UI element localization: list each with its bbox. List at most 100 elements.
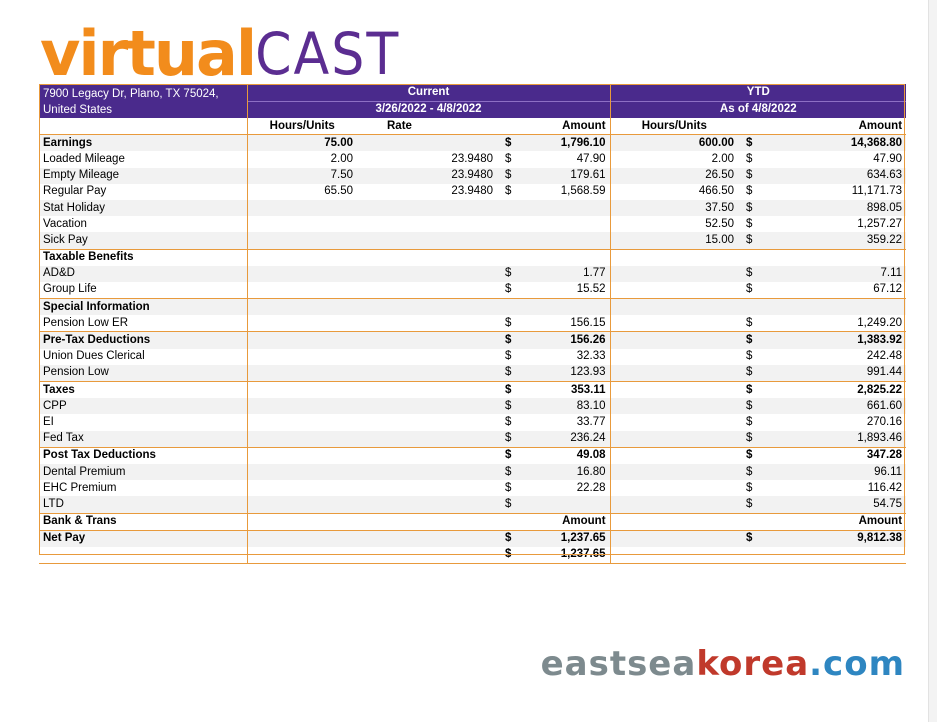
cell-ytd-amount: 9,812.38 bbox=[768, 529, 907, 547]
cell-cur-hours: 65.50 bbox=[246, 183, 357, 200]
table-row: Dental Premium $16.80 $96.11 bbox=[39, 463, 907, 481]
cell-ytd-hours: 52.50 bbox=[609, 216, 739, 233]
cell-ytd-dollar: $ bbox=[746, 283, 753, 296]
cell-rate bbox=[357, 232, 497, 249]
table-row: Empty Mileage 7.50 23.9480 $179.61 26.50 $634… bbox=[39, 167, 907, 184]
cell-ytd-hours bbox=[609, 496, 739, 513]
cell-ytd-dollar: $ bbox=[738, 364, 769, 382]
cell-cur-amount: 22.28 bbox=[576, 481, 606, 494]
cell-rate bbox=[357, 512, 497, 531]
cell-ytd-amount: 7.11 bbox=[768, 265, 907, 282]
cell-cur-hours bbox=[246, 480, 357, 497]
cell-ytd-hours bbox=[609, 480, 739, 497]
cell-ytd-hours bbox=[609, 381, 739, 399]
cell-cur-hours bbox=[246, 315, 357, 332]
cell-cur-hours bbox=[246, 364, 357, 382]
cell-ytd-hours: 37.50 bbox=[609, 199, 739, 217]
pay-stub-rows: Earnings 75.00 $1,796.10 600.00 $14,368.80 Lo… bbox=[39, 134, 907, 565]
cell-ytd-dollar bbox=[738, 298, 769, 316]
cell-label: Pre-Tax Deductions bbox=[39, 331, 247, 349]
table-row: LTD $ $54.75 bbox=[39, 496, 907, 513]
cell-ytd-hours bbox=[609, 331, 739, 349]
cell-label: Dental Premium bbox=[39, 463, 247, 481]
cell-ytd-amount: 1,893.46 bbox=[768, 430, 907, 448]
cell-rate bbox=[357, 282, 497, 299]
cell-cur-hours bbox=[246, 265, 357, 282]
cell-ytd-amount: 54.75 bbox=[768, 496, 907, 513]
cell-ytd-amount: 242.48 bbox=[866, 350, 903, 363]
cell-cur-amount: 83.10 bbox=[527, 398, 611, 415]
cell-ytd-hours bbox=[609, 463, 739, 481]
cell-ytd-hours bbox=[609, 281, 739, 299]
col-ytd-hours-units: Hours/Units bbox=[609, 118, 739, 135]
cell-cur-dollar: $ bbox=[505, 415, 512, 428]
cell-cur-hours bbox=[246, 398, 357, 415]
cell-cur-amount: 179.61 bbox=[527, 167, 611, 184]
cell-cur-hours bbox=[246, 248, 357, 266]
pay-stub-table: 7900 Legacy Dr, Plano, TX 75024, United … bbox=[39, 84, 907, 565]
cell-label: Special Information bbox=[39, 298, 247, 316]
cell-ytd-dollar: $ bbox=[738, 430, 769, 448]
cell-ytd-dollar: $ bbox=[746, 152, 753, 165]
col-hours-units: Hours/Units bbox=[246, 118, 357, 135]
logo-text-cast: CAST bbox=[255, 20, 401, 88]
cell-ytd-amount: 1,257.27 bbox=[857, 217, 903, 230]
cell-ytd-hours bbox=[609, 248, 739, 266]
cell-rate: 23.9480 bbox=[451, 152, 493, 165]
cell-ytd-amount bbox=[768, 546, 907, 565]
cell-ytd-dollar: $ bbox=[746, 316, 753, 329]
cell-ytd-amount: 1,249.20 bbox=[857, 316, 903, 329]
cell-ytd-amount: 661.60 bbox=[768, 398, 907, 415]
cell-label: Earnings bbox=[39, 134, 247, 152]
cell-ytd-hours: 600.00 bbox=[609, 134, 739, 152]
cell-ytd-dollar: $ bbox=[738, 232, 769, 249]
cell-ytd-amount: 347.28 bbox=[768, 446, 907, 464]
cell-label: Pension Low ER bbox=[43, 316, 129, 329]
table-row: Vacation 52.50 $1,257.27 bbox=[39, 216, 906, 233]
cell-label: Sick Pay bbox=[39, 232, 247, 249]
cell-ytd-dollar bbox=[738, 546, 769, 565]
cell-rate bbox=[357, 398, 497, 415]
cell-ytd-amount: 1,383.92 bbox=[768, 331, 907, 349]
cell-label: Stat Holiday bbox=[39, 199, 247, 217]
cell-cur-amount: 15.52 bbox=[576, 283, 606, 296]
cell-cur-dollar: $ bbox=[497, 134, 527, 152]
cell-cur-dollar: $ bbox=[497, 364, 527, 382]
cell-ytd-dollar: $ bbox=[738, 381, 769, 399]
cell-rate bbox=[357, 134, 497, 152]
cell-ytd-dollar: $ bbox=[738, 463, 769, 481]
current-period: 3/26/2022 - 4/8/2022 bbox=[246, 101, 611, 118]
cell-ytd-hours bbox=[609, 398, 739, 415]
cell-rate bbox=[357, 349, 497, 365]
scrollbar[interactable] bbox=[928, 0, 937, 722]
cell-ytd-hours: 2.00 bbox=[609, 151, 739, 168]
cell-cur-hours bbox=[246, 281, 357, 299]
table-row: Sick Pay 15.00 $359.22 bbox=[39, 232, 907, 249]
cell-rate bbox=[357, 315, 497, 332]
cell-cur-amount: Amount bbox=[527, 512, 611, 531]
cell-cur-amount: 156.26 bbox=[527, 331, 611, 349]
cell-ytd-amount: 359.22 bbox=[768, 232, 907, 249]
cell-rate bbox=[357, 430, 497, 448]
cell-ytd-amount: 270.16 bbox=[866, 415, 903, 428]
table-row: Earnings 75.00 $1,796.10 600.00 $14,368.80 bbox=[39, 134, 907, 152]
cell-label: AD&D bbox=[39, 265, 247, 282]
watermark: eastseakorea.com bbox=[541, 644, 905, 684]
cell-ytd-hours bbox=[609, 529, 739, 547]
cell-ytd-hours bbox=[609, 446, 739, 464]
cell-ytd-dollar: $ bbox=[738, 167, 769, 184]
watermark-part-1: eastsea bbox=[540, 644, 697, 684]
cell-cur-amount bbox=[527, 496, 611, 513]
cell-cur-hours: 7.50 bbox=[246, 167, 357, 184]
cell-cur-amount bbox=[527, 298, 611, 316]
cell-label: Taxes bbox=[39, 381, 247, 399]
table-row: AD&D $1.77 $7.11 bbox=[39, 265, 907, 282]
table-row: Taxable Benefits bbox=[39, 248, 907, 266]
col-amount: Amount bbox=[562, 119, 606, 132]
cell-ytd-dollar: $ bbox=[738, 529, 769, 547]
cell-ytd-hours bbox=[609, 414, 739, 431]
table-row: Fed Tax $236.24 $1,893.46 bbox=[39, 430, 907, 448]
table-row: Loaded Mileage 2.00 23.9480 $47.90 2.00 $47.9… bbox=[39, 151, 906, 168]
cell-cur-dollar: $ bbox=[497, 446, 527, 464]
cell-rate bbox=[357, 480, 497, 496]
